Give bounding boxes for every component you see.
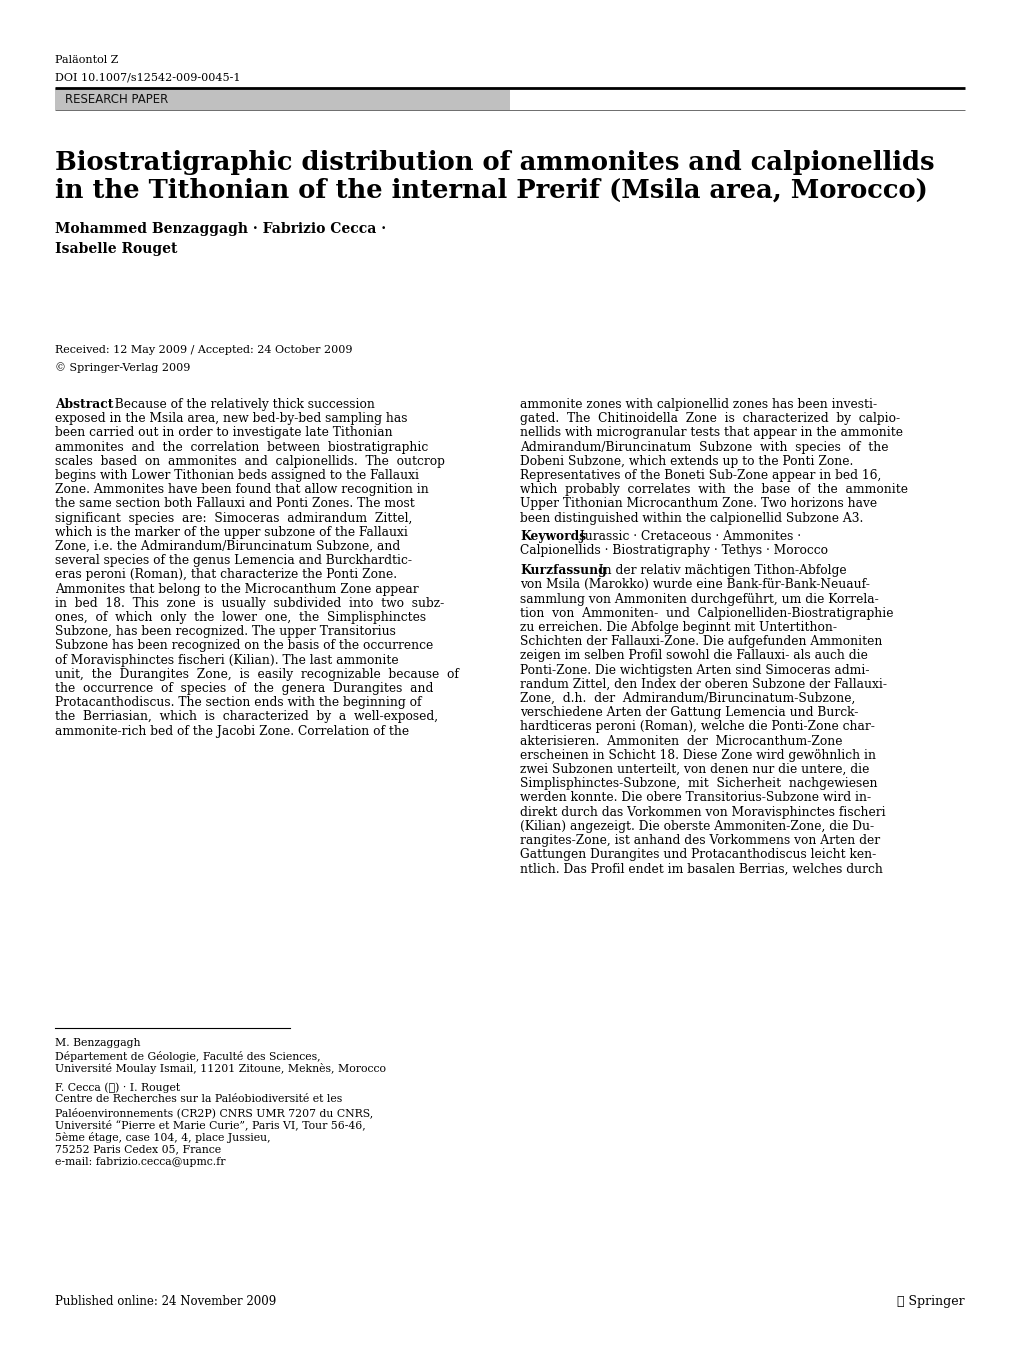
Text: been distinguished within the calpionellid Subzone A3.: been distinguished within the calpionell… <box>520 512 862 524</box>
Text: Kurzfassung: Kurzfassung <box>520 564 606 577</box>
Text: tion  von  Ammoniten-  und  Calpionelliden-Biostratigraphie: tion von Ammoniten- und Calpionelliden-B… <box>520 607 893 619</box>
Text: which is the marker of the upper subzone of the Fallauxi: which is the marker of the upper subzone… <box>55 526 408 539</box>
Text: In der relativ mächtigen Tithon-Abfolge: In der relativ mächtigen Tithon-Abfolge <box>590 564 846 577</box>
Text: e-mail: fabrizio.cecca@upmc.fr: e-mail: fabrizio.cecca@upmc.fr <box>55 1157 225 1167</box>
Text: Département de Géologie, Faculté des Sciences,: Département de Géologie, Faculté des Sci… <box>55 1050 320 1061</box>
Text: ntlich. Das Profil endet im basalen Berrias, welches durch: ntlich. Das Profil endet im basalen Berr… <box>520 862 882 875</box>
Text: Paläontol Z: Paläontol Z <box>55 56 118 65</box>
Text: several species of the genus Lemencia and Burckhardtic-: several species of the genus Lemencia an… <box>55 554 412 568</box>
Text: Zone, i.e. the Admirandum/Biruncinatum Subzone, and: Zone, i.e. the Admirandum/Biruncinatum S… <box>55 541 399 553</box>
Text: the  Berriasian,  which  is  characterized  by  a  well-exposed,: the Berriasian, which is characterized b… <box>55 710 438 724</box>
Text: Subzone has been recognized on the basis of the occurrence: Subzone has been recognized on the basis… <box>55 640 433 652</box>
Text: erscheinen in Schicht 18. Diese Zone wird gewöhnlich in: erscheinen in Schicht 18. Diese Zone wir… <box>520 749 875 762</box>
Text: Paléoenvironnements (CR2P) CNRS UMR 7207 du CNRS,: Paléoenvironnements (CR2P) CNRS UMR 7207… <box>55 1107 373 1118</box>
Text: zwei Subzonen unterteilt, von denen nur die untere, die: zwei Subzonen unterteilt, von denen nur … <box>520 763 868 776</box>
Text: M. Benzaggagh: M. Benzaggagh <box>55 1038 141 1047</box>
Text: the  occurrence  of  species  of  the  genera  Durangites  and: the occurrence of species of the genera … <box>55 682 433 695</box>
Text: which  probably  correlates  with  the  base  of  the  ammonite: which probably correlates with the base … <box>520 484 907 496</box>
Text: Upper Tithonian Microcanthum Zone. Two horizons have: Upper Tithonian Microcanthum Zone. Two h… <box>520 497 876 511</box>
Bar <box>55 88 510 110</box>
Text: (Kilian) angezeigt. Die oberste Ammoniten-Zone, die Du-: (Kilian) angezeigt. Die oberste Ammonite… <box>520 820 873 833</box>
Text: F. Cecca (✉) · I. Rouget: F. Cecca (✉) · I. Rouget <box>55 1083 180 1092</box>
Text: significant  species  are:  Simoceras  admirandum  Zittel,: significant species are: Simoceras admir… <box>55 512 412 524</box>
Text: Zone,  d.h.  der  Admirandum/Biruncinatum-Subzone,: Zone, d.h. der Admirandum/Biruncinatum-S… <box>520 692 855 705</box>
Text: Université “Pierre et Marie Curie”, Paris VI, Tour 56-46,: Université “Pierre et Marie Curie”, Pari… <box>55 1119 366 1130</box>
Text: Simplisphinctes-Subzone,  mit  Sicherheit  nachgewiesen: Simplisphinctes-Subzone, mit Sicherheit … <box>520 778 876 790</box>
Text: Schichten der Fallauxi-Zone. Die aufgefunden Ammoniten: Schichten der Fallauxi-Zone. Die aufgefu… <box>520 635 881 648</box>
Text: Representatives of the Boneti Sub-Zone appear in bed 16,: Representatives of the Boneti Sub-Zone a… <box>520 469 880 482</box>
Text: Ammonites that belong to the Microcanthum Zone appear: Ammonites that belong to the Microcanthu… <box>55 583 418 596</box>
Text: ☉ Springer: ☉ Springer <box>897 1295 964 1308</box>
Text: Zone. Ammonites have been found that allow recognition in: Zone. Ammonites have been found that all… <box>55 484 428 496</box>
Text: zu erreichen. Die Abfolge beginnt mit Untertithon-: zu erreichen. Die Abfolge beginnt mit Un… <box>520 621 837 634</box>
Text: nellids with microgranular tests that appear in the ammonite: nellids with microgranular tests that ap… <box>520 427 902 439</box>
Text: Abstract: Abstract <box>55 398 113 411</box>
Text: rangites-Zone, ist anhand des Vorkommens von Arten der: rangites-Zone, ist anhand des Vorkommens… <box>520 833 879 847</box>
Text: DOI 10.1007/s12542-009-0045-1: DOI 10.1007/s12542-009-0045-1 <box>55 72 240 83</box>
Text: gated.  The  Chitinoidella  Zone  is  characterized  by  calpio-: gated. The Chitinoidella Zone is charact… <box>520 412 899 425</box>
Text: ammonite-rich bed of the Jacobi Zone. Correlation of the: ammonite-rich bed of the Jacobi Zone. Co… <box>55 725 409 737</box>
Text: sammlung von Ammoniten durchgeführt, um die Korrela-: sammlung von Ammoniten durchgeführt, um … <box>520 592 878 606</box>
Text: ammonites  and  the  correlation  between  biostratigraphic: ammonites and the correlation between bi… <box>55 440 428 454</box>
Text: zeigen im selben Profil sowohl die Fallauxi- als auch die: zeigen im selben Profil sowohl die Falla… <box>520 649 867 663</box>
Text: hardticeras peroni (Roman), welche die Ponti-Zone char-: hardticeras peroni (Roman), welche die P… <box>520 721 874 733</box>
Text: randum Zittel, den Index der oberen Subzone der Fallauxi-: randum Zittel, den Index der oberen Subz… <box>520 678 887 691</box>
Text: Dobeni Subzone, which extends up to the Ponti Zone.: Dobeni Subzone, which extends up to the … <box>520 455 853 467</box>
Text: © Springer-Verlag 2009: © Springer-Verlag 2009 <box>55 362 191 373</box>
Text: begins with Lower Tithonian beds assigned to the Fallauxi: begins with Lower Tithonian beds assigne… <box>55 469 419 482</box>
Text: Ponti-Zone. Die wichtigsten Arten sind Simoceras admi-: Ponti-Zone. Die wichtigsten Arten sind S… <box>520 664 868 676</box>
Text: Keywords: Keywords <box>520 530 586 543</box>
Text: Gattungen Durangites und Protacanthodiscus leicht ken-: Gattungen Durangites und Protacanthodisc… <box>520 848 875 862</box>
Text: Received: 12 May 2009 / Accepted: 24 October 2009: Received: 12 May 2009 / Accepted: 24 Oct… <box>55 346 353 355</box>
Text: the same section both Fallauxi and Ponti Zones. The most: the same section both Fallauxi and Ponti… <box>55 497 415 511</box>
Text: direkt durch das Vorkommen von Moravisphinctes fischeri: direkt durch das Vorkommen von Moravisph… <box>520 806 884 818</box>
Text: Biostratigraphic distribution of ammonites and calpionellids: Biostratigraphic distribution of ammonit… <box>55 150 933 175</box>
Text: Calpionellids · Biostratigraphy · Tethys · Morocco: Calpionellids · Biostratigraphy · Tethys… <box>520 543 827 557</box>
Text: eras peroni (Roman), that characterize the Ponti Zone.: eras peroni (Roman), that characterize t… <box>55 568 396 581</box>
Text: exposed in the Msila area, new bed-by-bed sampling has: exposed in the Msila area, new bed-by-be… <box>55 412 408 425</box>
Text: unit,  the  Durangites  Zone,  is  easily  recognizable  because  of: unit, the Durangites Zone, is easily rec… <box>55 668 459 680</box>
Text: Subzone, has been recognized. The upper Transitorius: Subzone, has been recognized. The upper … <box>55 625 395 638</box>
Text: Published online: 24 November 2009: Published online: 24 November 2009 <box>55 1295 276 1308</box>
Text: Université Moulay Ismail, 11201 Zitoune, Meknès, Morocco: Université Moulay Ismail, 11201 Zitoune,… <box>55 1064 385 1075</box>
Text: been carried out in order to investigate late Tithonian: been carried out in order to investigate… <box>55 427 392 439</box>
Text: 5ème étage, case 104, 4, place Jussieu,: 5ème étage, case 104, 4, place Jussieu, <box>55 1131 270 1144</box>
Text: werden konnte. Die obere Transitorius-Subzone wird in-: werden konnte. Die obere Transitorius-Su… <box>520 791 870 805</box>
Text: ammonite zones with calpionellid zones has been investi-: ammonite zones with calpionellid zones h… <box>520 398 876 411</box>
Text: ones,  of  which  only  the  lower  one,  the  Simplisphinctes: ones, of which only the lower one, the S… <box>55 611 426 625</box>
Text: akterisieren.  Ammoniten  der  Microcanthum-Zone: akterisieren. Ammoniten der Microcanthum… <box>520 734 842 748</box>
Text: Mohammed Benzaggagh · Fabrizio Cecca ·: Mohammed Benzaggagh · Fabrizio Cecca · <box>55 222 386 236</box>
Text: RESEARCH PAPER: RESEARCH PAPER <box>65 93 168 106</box>
Text: in  bed  18.  This  zone  is  usually  subdivided  into  two  subz-: in bed 18. This zone is usually subdivid… <box>55 596 444 610</box>
Text: verschiedene Arten der Gattung Lemencia und Burck-: verschiedene Arten der Gattung Lemencia … <box>520 706 858 720</box>
Text: Jurassic · Cretaceous · Ammonites ·: Jurassic · Cretaceous · Ammonites · <box>572 530 800 543</box>
Text: in the Tithonian of the internal Prerif (Msila area, Morocco): in the Tithonian of the internal Prerif … <box>55 178 927 203</box>
Text: Because of the relatively thick succession: Because of the relatively thick successi… <box>107 398 375 411</box>
Text: Admirandum/Biruncinatum  Subzone  with  species  of  the: Admirandum/Biruncinatum Subzone with spe… <box>520 440 888 454</box>
Text: Protacanthodiscus. The section ends with the beginning of: Protacanthodiscus. The section ends with… <box>55 696 421 709</box>
Text: Centre de Recherches sur la Paléobiodiversité et les: Centre de Recherches sur la Paléobiodive… <box>55 1095 342 1104</box>
Text: scales  based  on  ammonites  and  calpionellids.  The  outcrop: scales based on ammonites and calpionell… <box>55 455 444 467</box>
Text: Isabelle Rouget: Isabelle Rouget <box>55 243 177 256</box>
Text: von Msila (Marokko) wurde eine Bank-für-Bank-Neuauf-: von Msila (Marokko) wurde eine Bank-für-… <box>520 579 869 591</box>
Text: 75252 Paris Cedex 05, France: 75252 Paris Cedex 05, France <box>55 1145 221 1154</box>
Text: of Moravisphinctes fischeri (Kilian). The last ammonite: of Moravisphinctes fischeri (Kilian). Th… <box>55 653 398 667</box>
